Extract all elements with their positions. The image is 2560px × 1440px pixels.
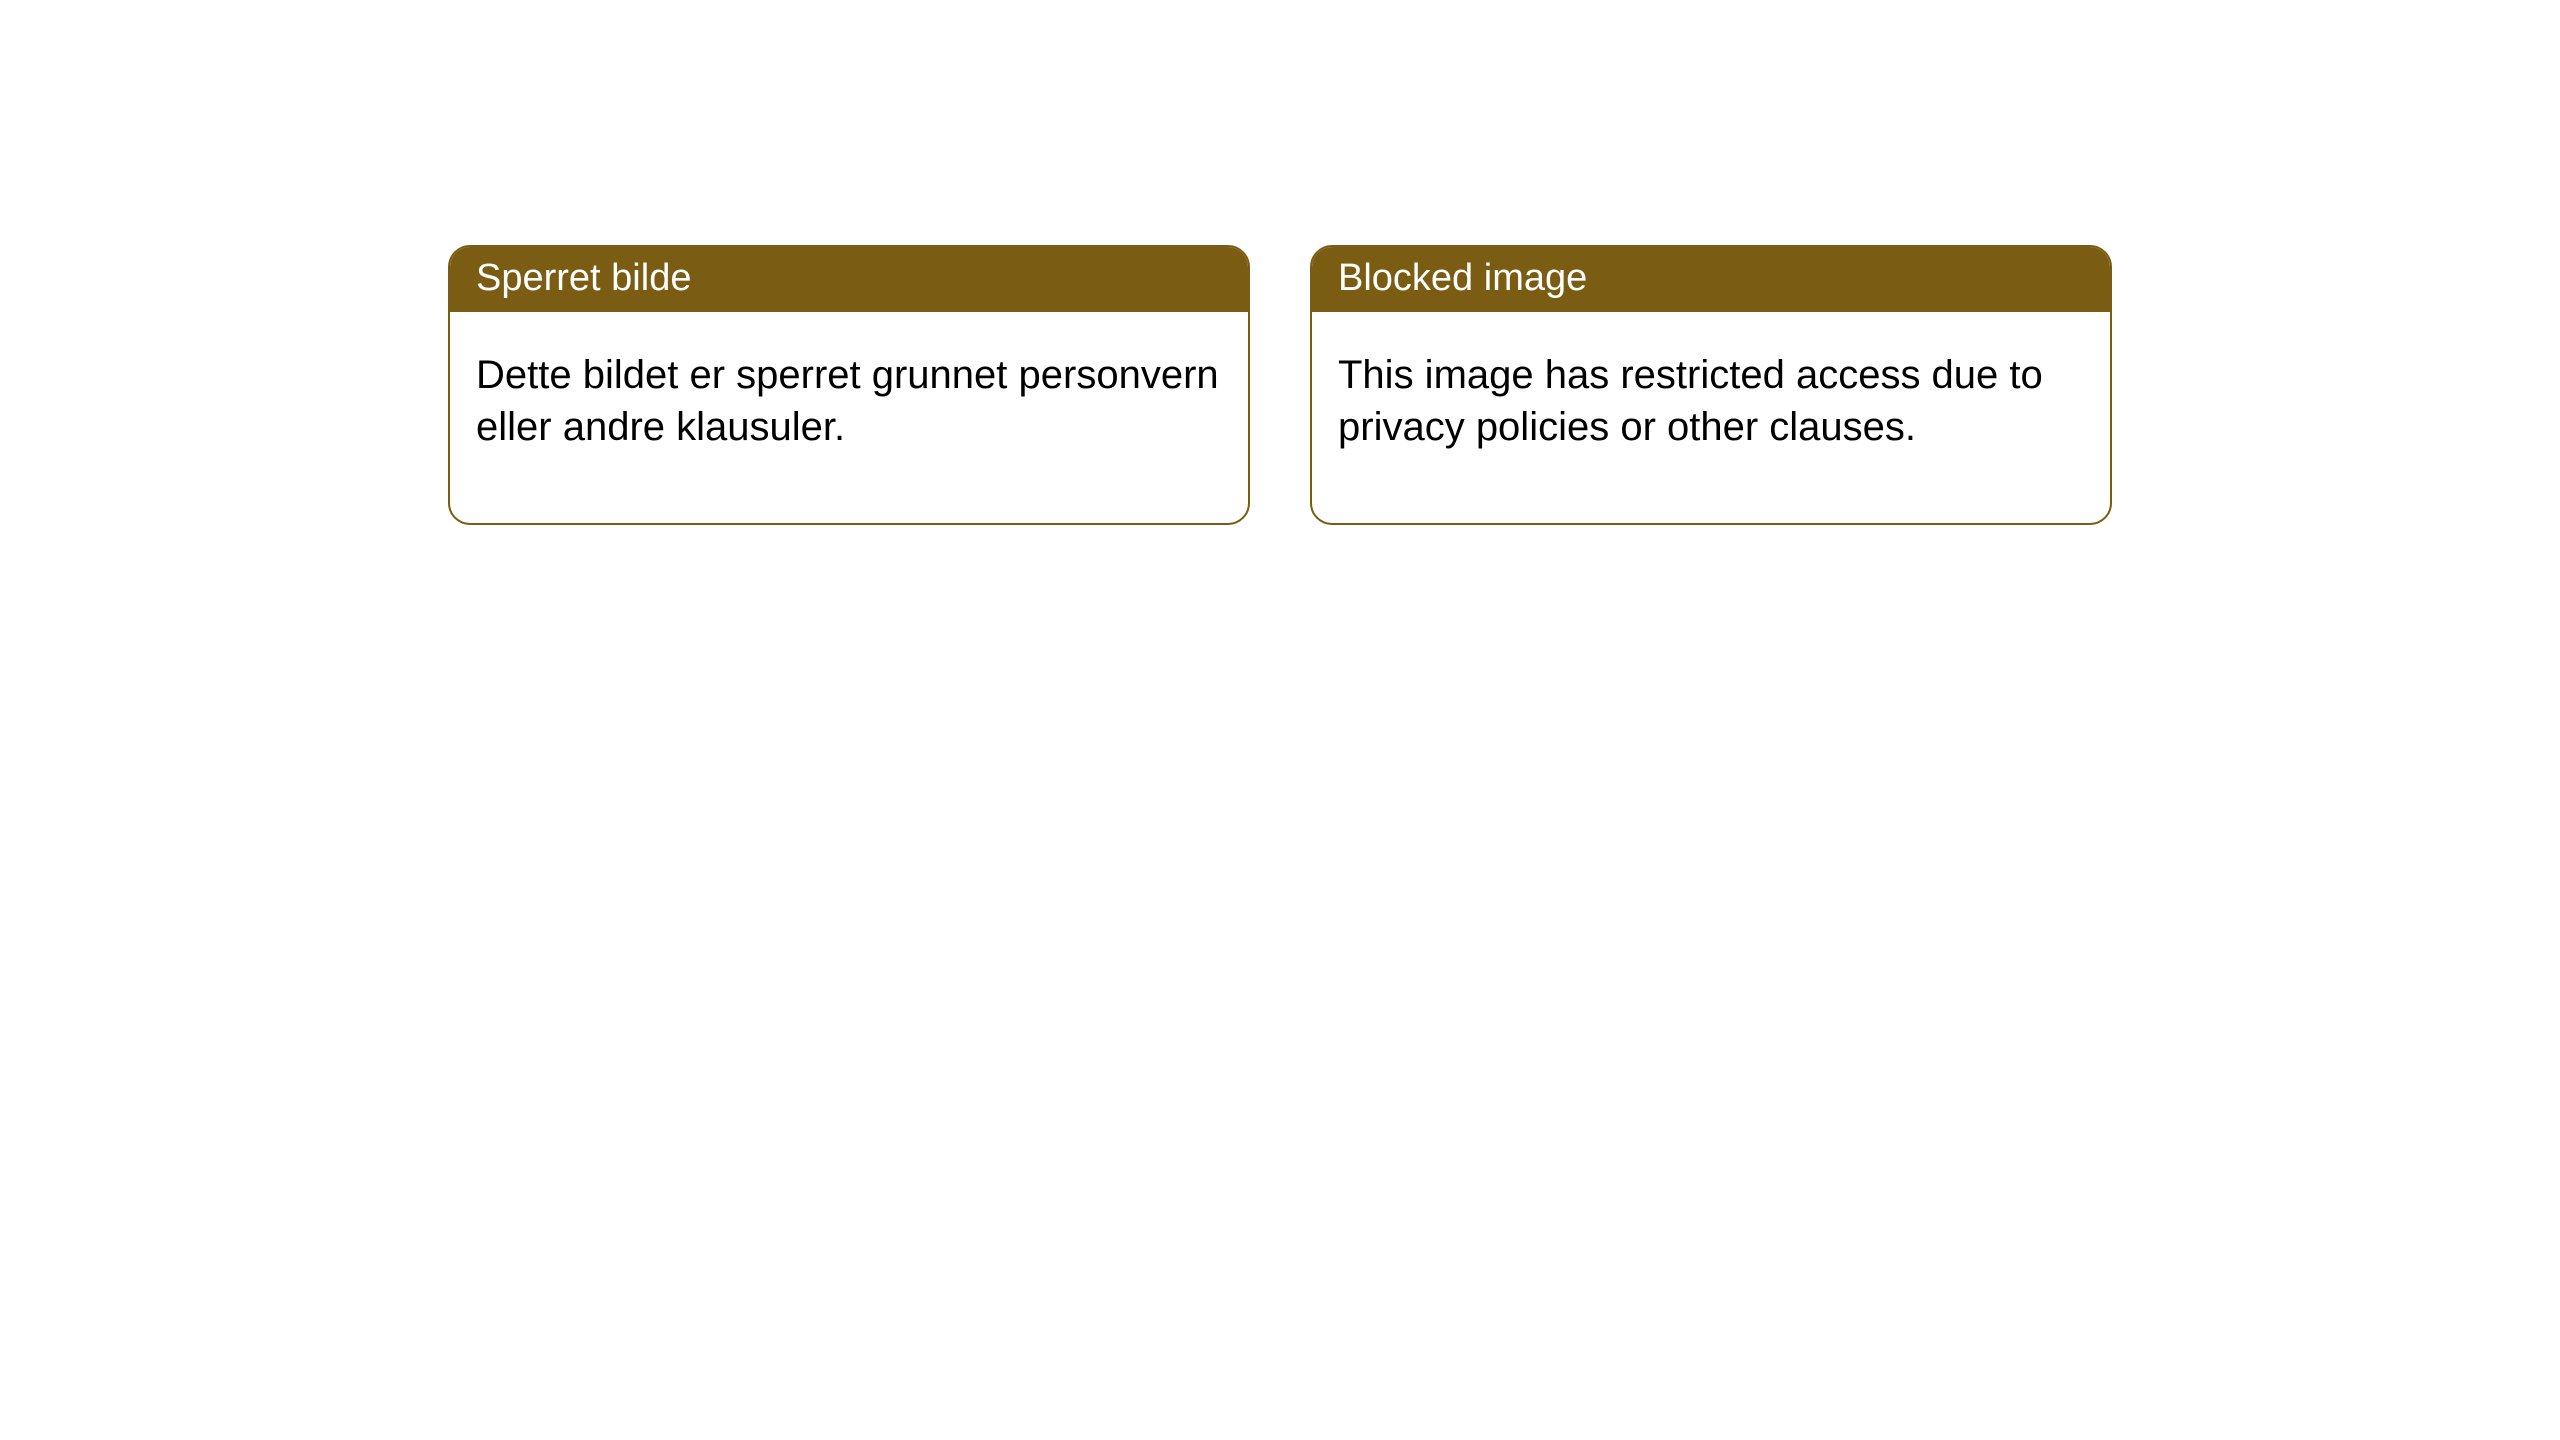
card-header: Sperret bilde bbox=[450, 247, 1248, 312]
card-header: Blocked image bbox=[1312, 247, 2110, 312]
notice-card-norwegian: Sperret bilde Dette bildet er sperret gr… bbox=[448, 245, 1250, 525]
card-body: This image has restricted access due to … bbox=[1312, 312, 2110, 523]
notice-container: Sperret bilde Dette bildet er sperret gr… bbox=[0, 0, 2560, 525]
notice-card-english: Blocked image This image has restricted … bbox=[1310, 245, 2112, 525]
card-body: Dette bildet er sperret grunnet personve… bbox=[450, 312, 1248, 523]
